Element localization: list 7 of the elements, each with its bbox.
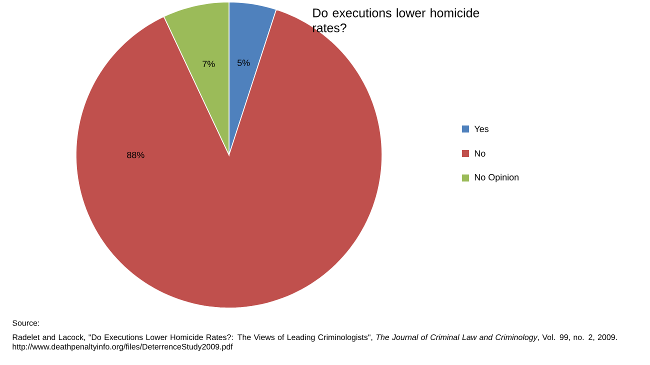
legend-label: Yes: [474, 126, 489, 132]
data-label: 88%: [127, 152, 144, 158]
text: Do executions lower homicide rates?: [313, 8, 480, 32]
legend-label: No: [474, 150, 486, 157]
data-label: 5%: [237, 60, 250, 66]
legend-label: No Opinion: [474, 174, 518, 182]
data-label: 7%: [202, 60, 215, 68]
